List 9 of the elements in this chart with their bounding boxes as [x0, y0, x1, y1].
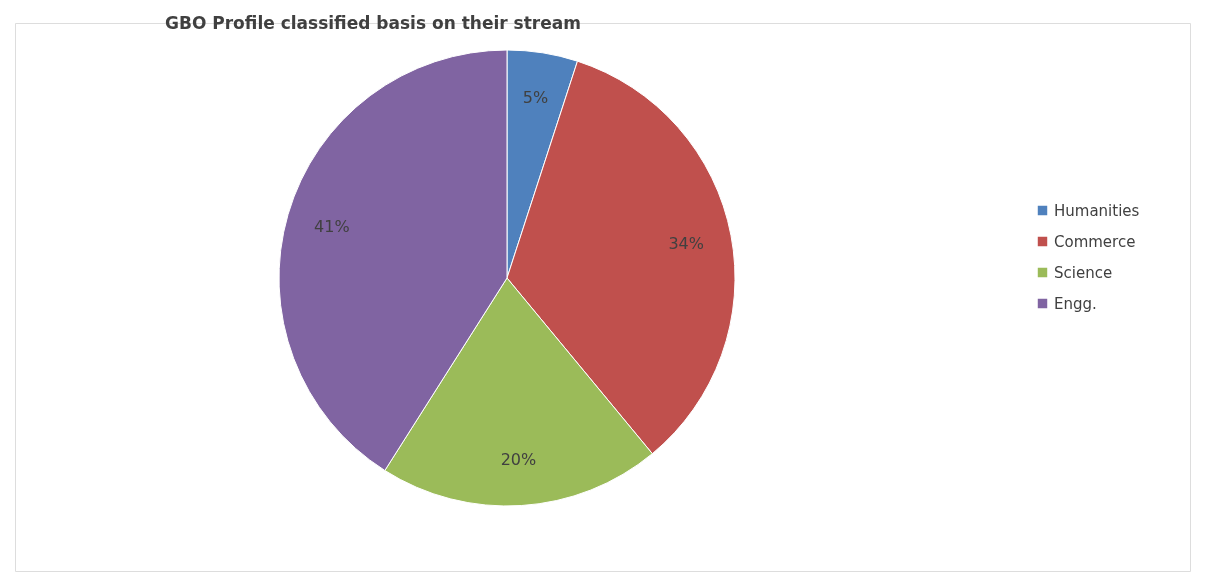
- data-label: 41%: [314, 217, 350, 237]
- data-label: 5%: [522, 87, 549, 107]
- chart-title: GBO Profile classified basis on their stream: [165, 13, 581, 33]
- data-label: 34%: [668, 233, 704, 253]
- legend-label: Engg.: [1054, 294, 1097, 313]
- legend-label: Commerce: [1054, 232, 1136, 251]
- data-label: 20%: [500, 450, 537, 470]
- legend-label: Humanities: [1054, 201, 1140, 220]
- legend-label: Science: [1054, 263, 1113, 282]
